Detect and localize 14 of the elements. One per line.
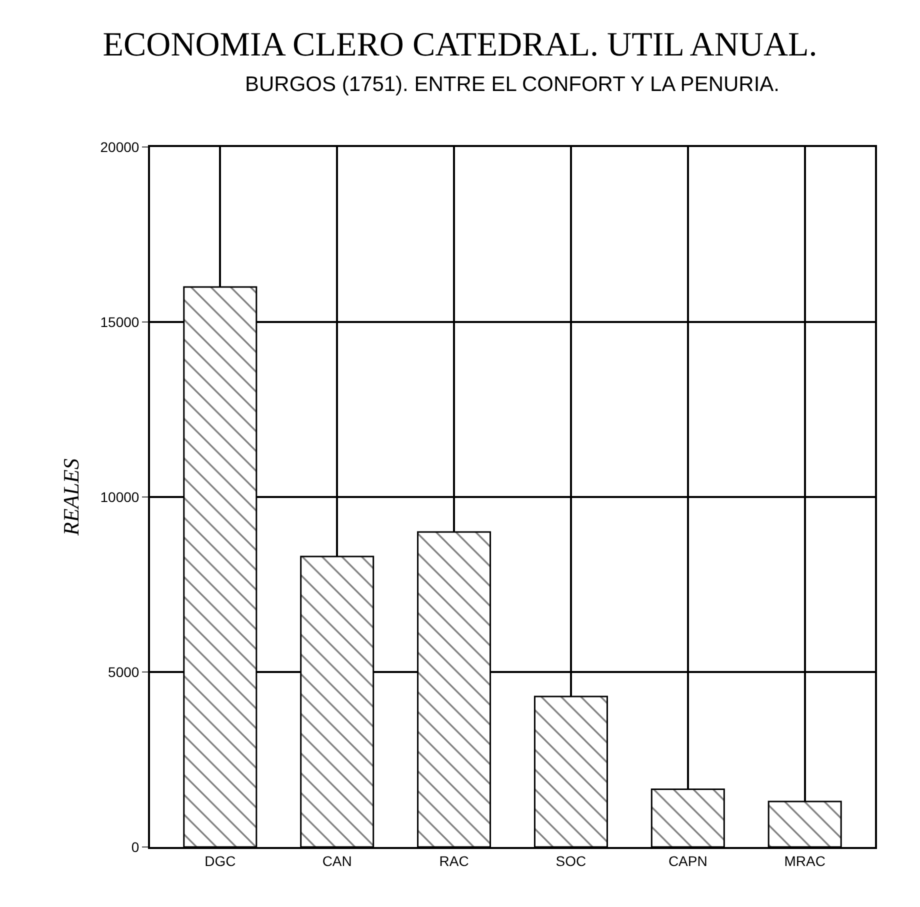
x-tick-label: CAPN	[668, 852, 708, 869]
y-tick-label: 15000	[100, 314, 140, 330]
chart-subtitle: BURGOS (1751). ENTRE EL CONFORT Y LA PENURIA.	[245, 73, 780, 96]
y-tick-label: 5000	[108, 664, 140, 680]
x-tick-label: RAC	[439, 852, 469, 869]
x-tick-label: MRAC	[784, 852, 826, 869]
chart-title: ECONOMIA CLERO CATEDRAL. UTIL ANUAL.	[102, 26, 818, 64]
x-tick-label: CAN	[322, 852, 352, 869]
y-tick-label: 0	[131, 838, 140, 855]
x-tick-label: DGC	[204, 852, 236, 869]
y-tick-label: 10000	[100, 488, 140, 505]
y-axis-title: REALES	[58, 458, 84, 536]
x-tick-label: SOC	[556, 852, 586, 869]
y-tick-label: 20000	[100, 138, 140, 155]
